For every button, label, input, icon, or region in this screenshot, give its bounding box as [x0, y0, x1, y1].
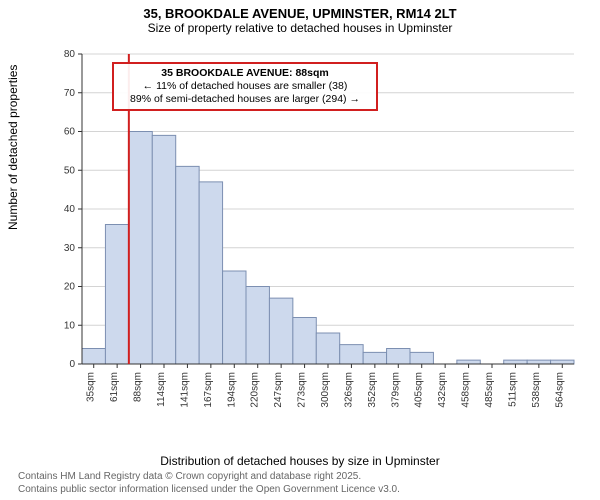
svg-text:0: 0	[69, 359, 75, 370]
x-tick-label: 300sqm	[320, 372, 331, 408]
x-tick-label: 35sqm	[86, 372, 97, 402]
svg-text:30: 30	[64, 243, 76, 254]
x-tick-label: 114sqm	[156, 372, 167, 407]
x-tick-label: 379sqm	[390, 372, 401, 408]
svg-text:60: 60	[64, 127, 76, 138]
chart-title-block: 35, BROOKDALE AVENUE, UPMINSTER, RM14 2L…	[0, 0, 600, 35]
x-axis-label: Distribution of detached houses by size …	[0, 454, 600, 468]
svg-text:70: 70	[64, 88, 76, 99]
bar	[340, 345, 363, 364]
callout-larger: 89% of semi-detached houses are larger (…	[120, 93, 370, 106]
bar	[363, 352, 386, 364]
x-tick-label: 511sqm	[507, 372, 518, 407]
bar	[223, 271, 246, 364]
bar	[457, 360, 480, 364]
bar	[527, 360, 550, 364]
bar	[176, 166, 199, 364]
attribution: Contains HM Land Registry data © Crown c…	[18, 471, 400, 496]
attribution-line2: Contains public sector information licen…	[18, 484, 400, 497]
bar	[246, 287, 269, 365]
x-tick-label: 61sqm	[109, 372, 120, 402]
svg-text:50: 50	[64, 165, 76, 176]
x-tick-label: 405sqm	[414, 372, 425, 408]
x-tick-label: 141sqm	[179, 372, 190, 408]
bar	[199, 182, 222, 364]
x-tick-label: 485sqm	[484, 372, 495, 408]
y-axis-label: Number of detached properties	[6, 65, 20, 230]
x-tick-label: 220sqm	[250, 372, 261, 408]
x-tick-label: 564sqm	[554, 372, 565, 408]
bar	[504, 360, 527, 364]
bar	[551, 360, 574, 364]
x-tick-label: 432sqm	[437, 372, 448, 408]
x-tick-label: 326sqm	[343, 372, 354, 408]
attribution-line1: Contains HM Land Registry data © Crown c…	[18, 471, 400, 484]
svg-text:20: 20	[64, 282, 76, 293]
chart-title: 35, BROOKDALE AVENUE, UPMINSTER, RM14 2L…	[0, 6, 600, 21]
bar	[82, 349, 105, 365]
x-tick-label: 167sqm	[203, 372, 214, 408]
svg-text:10: 10	[64, 320, 76, 331]
svg-text:80: 80	[64, 49, 76, 60]
bar	[293, 318, 316, 365]
x-tick-label: 194sqm	[226, 372, 237, 408]
bar	[316, 333, 339, 364]
bar	[105, 225, 128, 365]
x-tick-label: 88sqm	[133, 372, 144, 402]
x-tick-label: 458sqm	[461, 372, 472, 408]
x-tick-label: 538sqm	[531, 372, 542, 408]
bar	[387, 349, 410, 365]
marker-callout: 35 BROOKDALE AVENUE: 88sqm ← 11% of deta…	[112, 62, 378, 111]
bar	[129, 132, 152, 365]
chart-subtitle: Size of property relative to detached ho…	[0, 21, 600, 35]
svg-text:40: 40	[64, 204, 76, 215]
bar	[152, 135, 175, 364]
x-tick-label: 273sqm	[297, 372, 308, 408]
bar	[269, 298, 292, 364]
x-tick-label: 247sqm	[273, 372, 284, 408]
callout-smaller: ← 11% of detached houses are smaller (38…	[120, 80, 370, 93]
callout-title: 35 BROOKDALE AVENUE: 88sqm	[120, 67, 370, 80]
bar	[410, 352, 433, 364]
x-tick-label: 352sqm	[367, 372, 378, 408]
